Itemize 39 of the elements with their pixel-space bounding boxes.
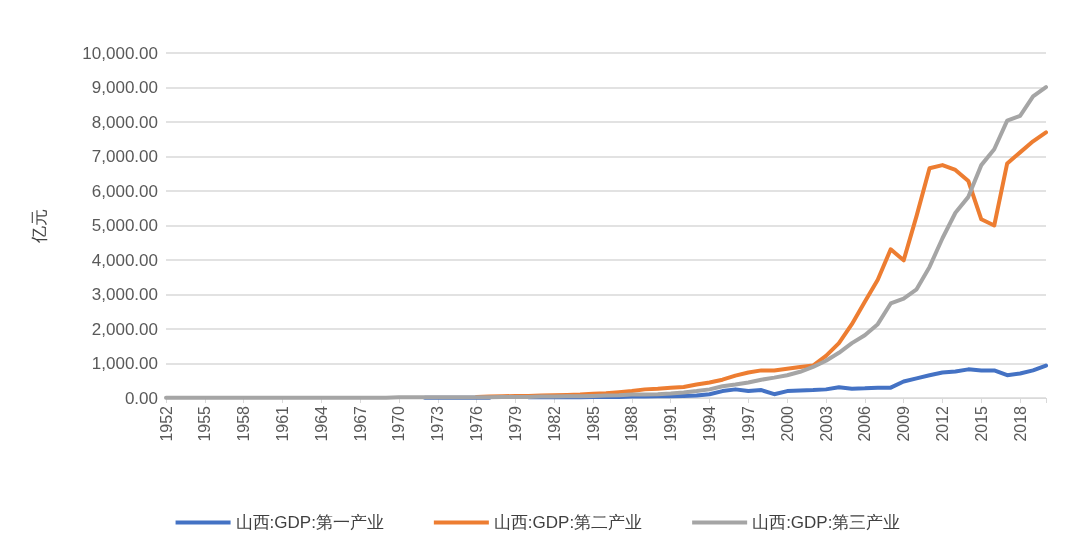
legend-label: 山西:GDP:第三产业 [752,513,901,532]
y-tick-label: 7,000.00 [91,147,158,166]
y-tick-label: 5,000.00 [91,216,158,235]
x-tick-label: 2000 [778,405,796,442]
x-tick-label: 1979 [506,405,524,442]
x-tick-label: 2009 [895,405,913,442]
x-tick-label: 2015 [972,405,990,442]
y-tick-label: 1,000.00 [91,354,158,373]
x-tick-label: 1988 [623,405,641,442]
x-tick-label: 1955 [196,405,214,442]
x-tick-label: 2012 [933,405,951,442]
y-tick-label: 3,000.00 [91,285,158,304]
y-tick-label: 10,000.00 [82,43,158,63]
line-series [164,85,1048,400]
y-axis-title: 亿元 [30,208,49,244]
x-tick-label: 1967 [351,405,369,442]
x-tick-label: 1973 [429,405,447,442]
x-tick-label: 1997 [739,405,757,442]
y-tick-label: 8,000.00 [91,112,158,132]
x-tick-label: 1958 [235,405,253,442]
x-tick-label: 1961 [273,405,291,442]
x-tick-label: 1982 [545,405,563,442]
x-tick-label: 1976 [468,405,486,442]
x-tick-label: 1970 [390,405,408,442]
legend-label: 山西:GDP:第二产业 [493,513,643,532]
y-tick-label: 2,000.00 [91,319,158,339]
x-tick-label: 1964 [312,405,330,442]
y-tick-label: 9,000.00 [91,78,158,97]
x-tick-label: 1952 [157,405,175,442]
y-tick-label: 4,000.00 [91,250,158,270]
y-tick-label: 6,000.00 [91,181,158,201]
x-tick-label: 2006 [856,405,874,442]
x-tick-label: 1991 [662,405,680,442]
y-tick-label: 0.00 [124,388,158,408]
legend-label: 山西:GDP:第一产业 [235,513,384,532]
x-tick-label: 2018 [1011,405,1029,442]
x-tick-label: 1994 [701,405,719,442]
x-tick-label: 1985 [584,405,602,442]
x-tick-label: 2003 [817,405,835,442]
